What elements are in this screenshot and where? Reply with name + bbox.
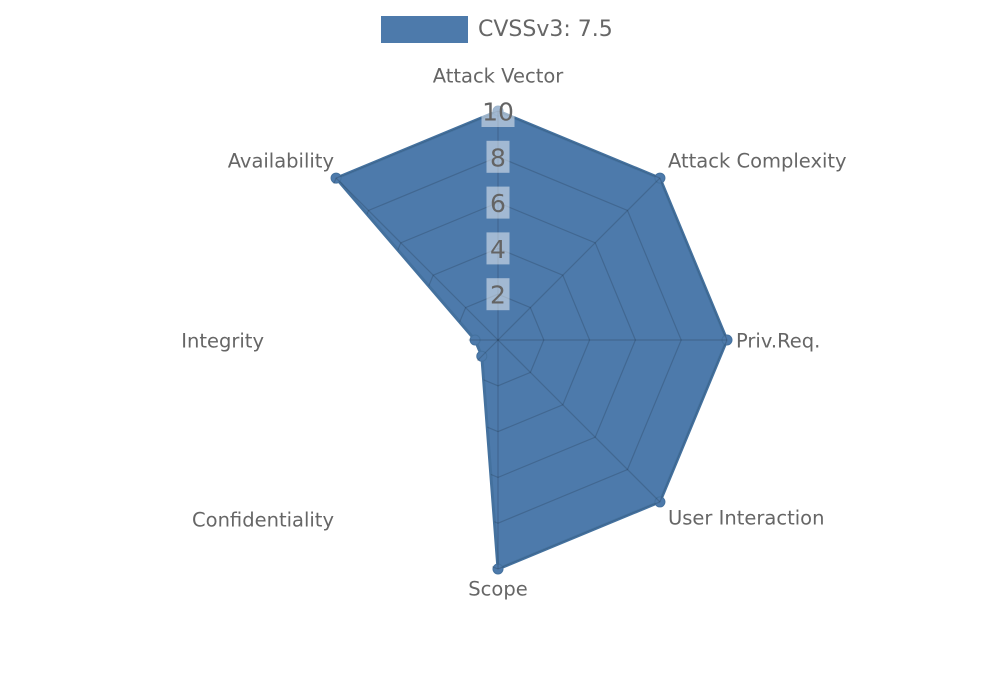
radar-vertex-marker xyxy=(721,334,733,346)
axis-label-attack-complexity: Attack Complexity xyxy=(668,150,847,173)
radar-axis-line xyxy=(497,339,661,503)
chart-legend[interactable]: CVSSv3: 7.5 xyxy=(381,16,613,43)
radar-tick-label: 2 xyxy=(490,281,506,310)
axis-label-scope: Scope xyxy=(468,578,527,601)
radar-tick-label: 10 xyxy=(482,98,514,127)
radar-tick-label: 8 xyxy=(490,143,506,172)
axis-label-attack-vector: Attack Vector xyxy=(433,65,565,88)
legend-label: CVSSv3: 7.5 xyxy=(478,17,613,42)
radar-tick-box xyxy=(481,95,515,127)
radar-tick-box xyxy=(486,278,510,311)
radar-grid-ring xyxy=(451,293,545,387)
legend-color-swatch xyxy=(381,16,468,43)
radar-vertex-marker xyxy=(476,350,488,362)
axis-label-integrity: Integrity xyxy=(181,330,264,353)
axis-label-availability: Availability xyxy=(228,150,334,173)
radar-vertex-marker xyxy=(469,334,481,346)
axis-label-user-interaction: User Interaction xyxy=(668,507,824,530)
radar-axis-line xyxy=(497,177,661,341)
radar-axis-line xyxy=(335,339,499,503)
axis-label-confidentiality: Confidentiality xyxy=(192,509,334,532)
radar-tick-label: 6 xyxy=(490,189,506,218)
radar-grid xyxy=(329,110,728,570)
radar-tick-box xyxy=(486,186,510,219)
radar-tick-label: 4 xyxy=(490,235,506,264)
radar-tick-box xyxy=(486,140,510,173)
radar-vertex-marker xyxy=(492,105,504,117)
radar-grid-ring xyxy=(329,110,728,570)
radar-tick-box xyxy=(486,232,510,265)
radar-vertex-marker xyxy=(654,496,666,508)
radar-axis-line xyxy=(335,177,499,341)
radar-vertex-marker xyxy=(330,172,342,184)
axis-label-priv-req: Priv.Req. xyxy=(736,330,820,353)
radar-vertex-marker xyxy=(654,172,666,184)
radar-vertex-marker xyxy=(492,563,504,575)
